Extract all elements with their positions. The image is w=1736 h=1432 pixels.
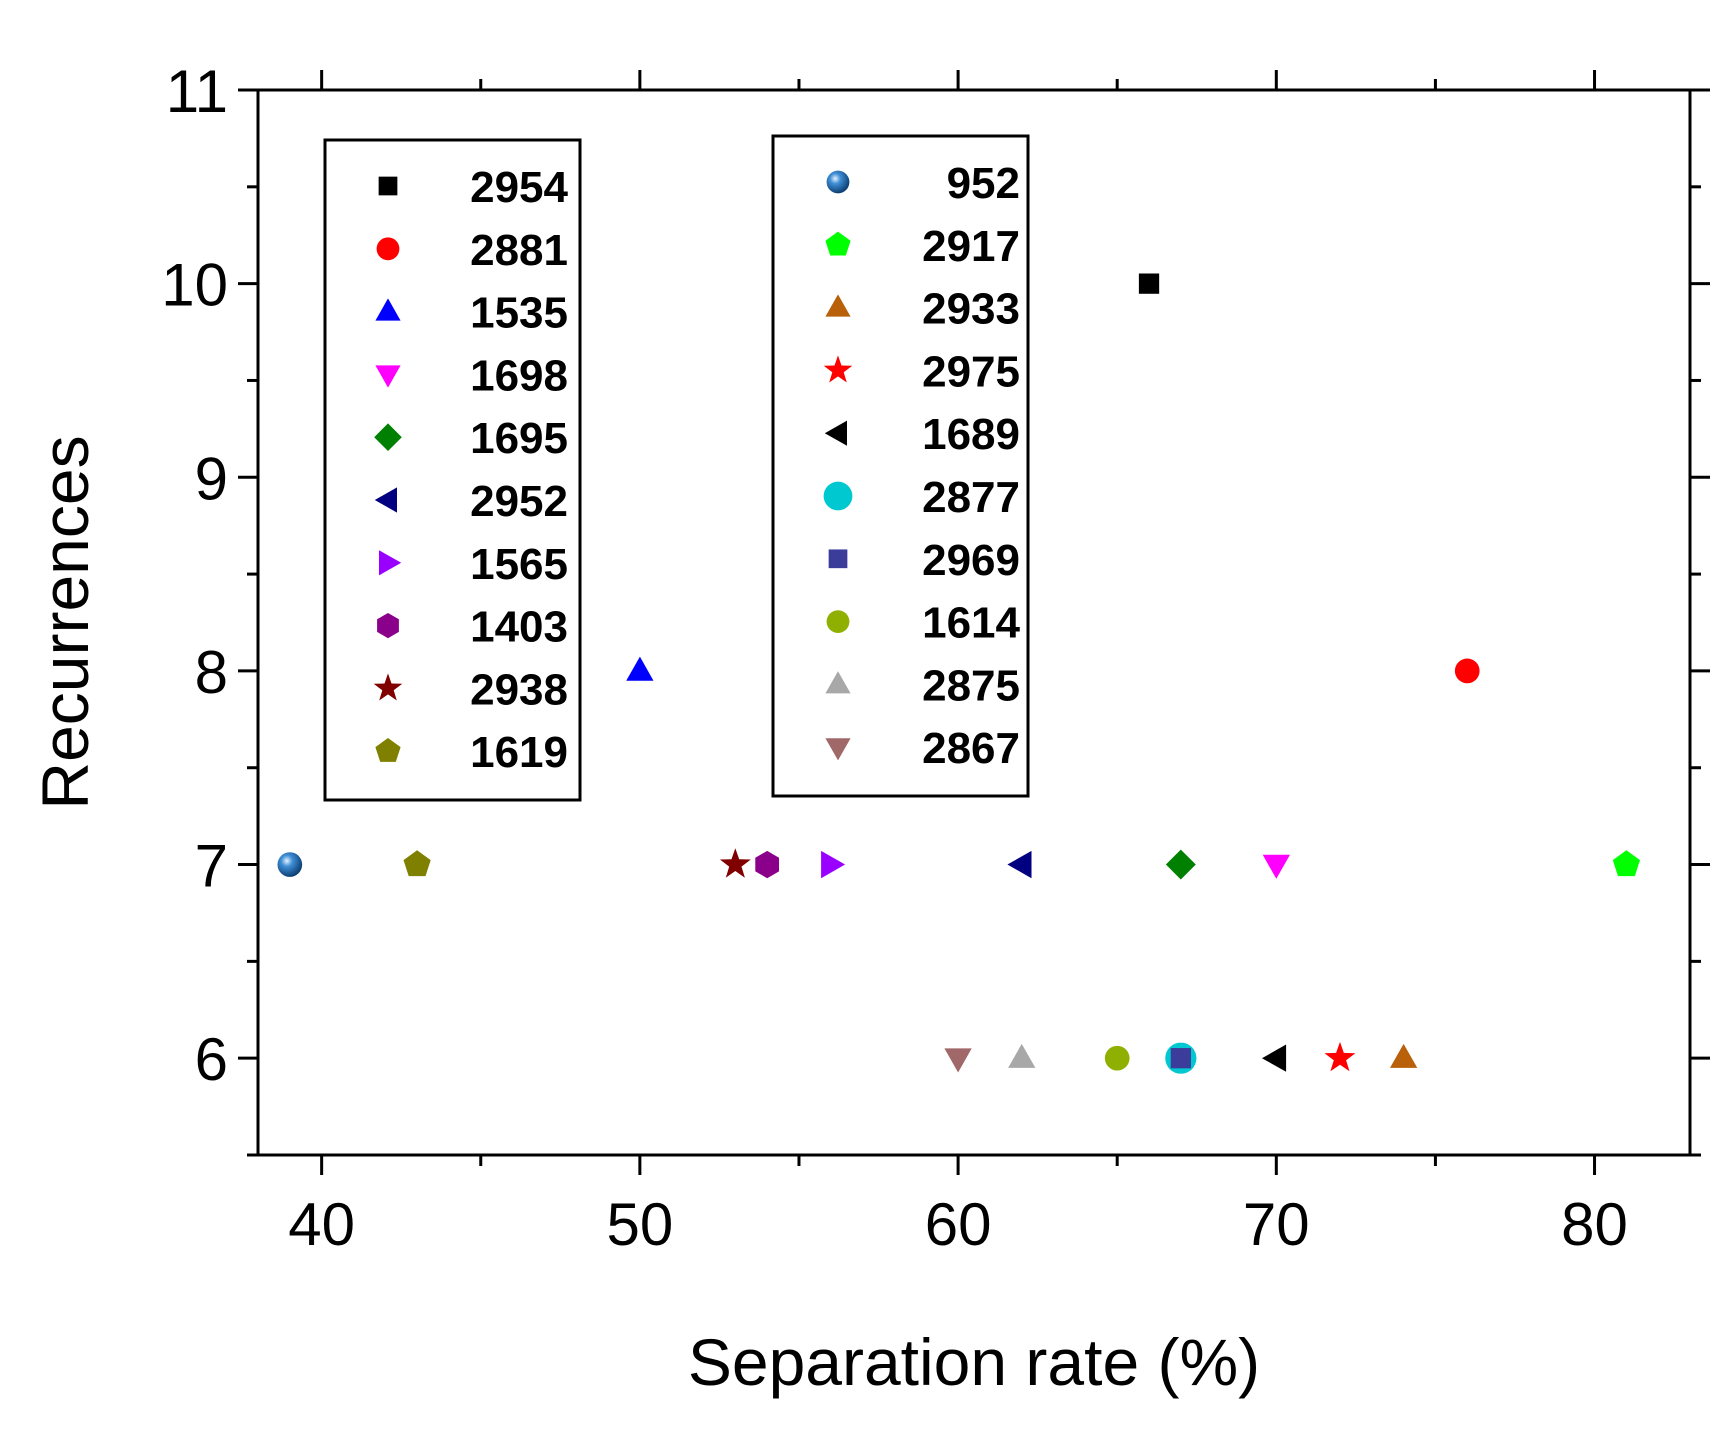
x-tick-label: 50 [606,1191,673,1258]
legend-label-2952: 2952 [470,477,568,526]
legend-marker-1689 [824,420,847,446]
legend-label-1698: 1698 [470,351,568,400]
legend-label-1403: 1403 [470,603,568,652]
legend-label-2954: 2954 [470,163,568,212]
data-point-1535 [626,656,654,681]
data-point-2938 [719,848,751,878]
legend-label-1535: 1535 [470,289,568,338]
y-tick-label: 6 [195,1026,228,1093]
legend-label-2969: 2969 [922,536,1020,585]
legend-label-952: 952 [947,159,1020,208]
data-point-1614 [1104,1045,1130,1071]
data-point-2917 [1612,850,1640,877]
x-axis-title: Separation rate (%) [688,1325,1260,1399]
data-point-1689 [1262,1044,1287,1072]
legend-marker-2933 [825,294,851,317]
legend-label-2975: 2975 [922,347,1020,396]
data-point-1565 [821,850,846,879]
legend-marker-1695 [374,423,402,451]
legend-label-1565: 1565 [470,540,568,589]
legend-marker-2954 [378,176,398,196]
x-tick-label: 80 [1561,1191,1628,1258]
data-point-2875 [1008,1043,1036,1068]
data-point-2933 [1390,1043,1418,1068]
legend-box [323,138,582,802]
legend-box [771,134,1030,798]
data-point-1695 [1165,849,1196,880]
data-point-952 [277,852,303,877]
legend-marker-2969 [828,549,848,569]
legend-label-2917: 2917 [922,222,1020,271]
legend-label-2877: 2877 [922,473,1020,522]
y-tick-label: 7 [195,833,228,900]
legend-marker-952 [826,170,850,194]
legend-marker-2867 [825,738,851,761]
data-point-1619 [403,850,431,877]
legend-label-1619: 1619 [470,728,568,777]
data-point-2954 [1138,273,1160,294]
legend-label-2875: 2875 [922,661,1020,710]
legend-label-1689: 1689 [922,410,1020,459]
legend-label-2933: 2933 [922,285,1020,334]
y-tick-label: 8 [195,639,228,706]
legend-label-2867: 2867 [922,724,1020,773]
legend-marker-2975 [823,355,853,383]
x-tick-label: 60 [925,1191,992,1258]
legend-label-2881: 2881 [470,226,568,275]
x-tick-label: 70 [1243,1191,1310,1258]
plot-frame [256,88,1692,1157]
legend-marker-2952 [374,487,397,513]
legend-marker-1614 [826,610,850,633]
data-point-2881 [1454,658,1480,684]
data-point-2969 [1170,1048,1191,1069]
legend-marker-2917 [825,231,851,256]
legend-marker-1403 [377,613,399,639]
legend-marker-1535 [375,298,401,321]
legend-label-2938: 2938 [470,665,568,714]
y-tick-label: 9 [195,445,228,512]
legend-marker-1619 [375,738,401,762]
legend-marker-2881 [376,237,400,261]
legend-marker-2938 [373,673,403,701]
x-tick-label: 40 [288,1191,355,1258]
legend-label-1695: 1695 [470,414,568,463]
legend-marker-2877 [823,481,853,511]
legend-label-1614: 1614 [922,599,1020,648]
y-tick-label: 10 [161,252,228,319]
y-tick-label: 11 [166,58,228,125]
legend-marker-1698 [375,365,401,388]
data-point-1698 [1262,854,1290,879]
data-point-1403 [755,850,779,879]
y-axis-title: Recurrences [28,435,102,809]
data-point-2952 [1007,850,1032,879]
data-point-2975 [1324,1041,1356,1072]
legend-marker-2875 [825,671,851,694]
data-point-2867 [944,1048,972,1073]
legend-marker-1565 [379,550,402,576]
